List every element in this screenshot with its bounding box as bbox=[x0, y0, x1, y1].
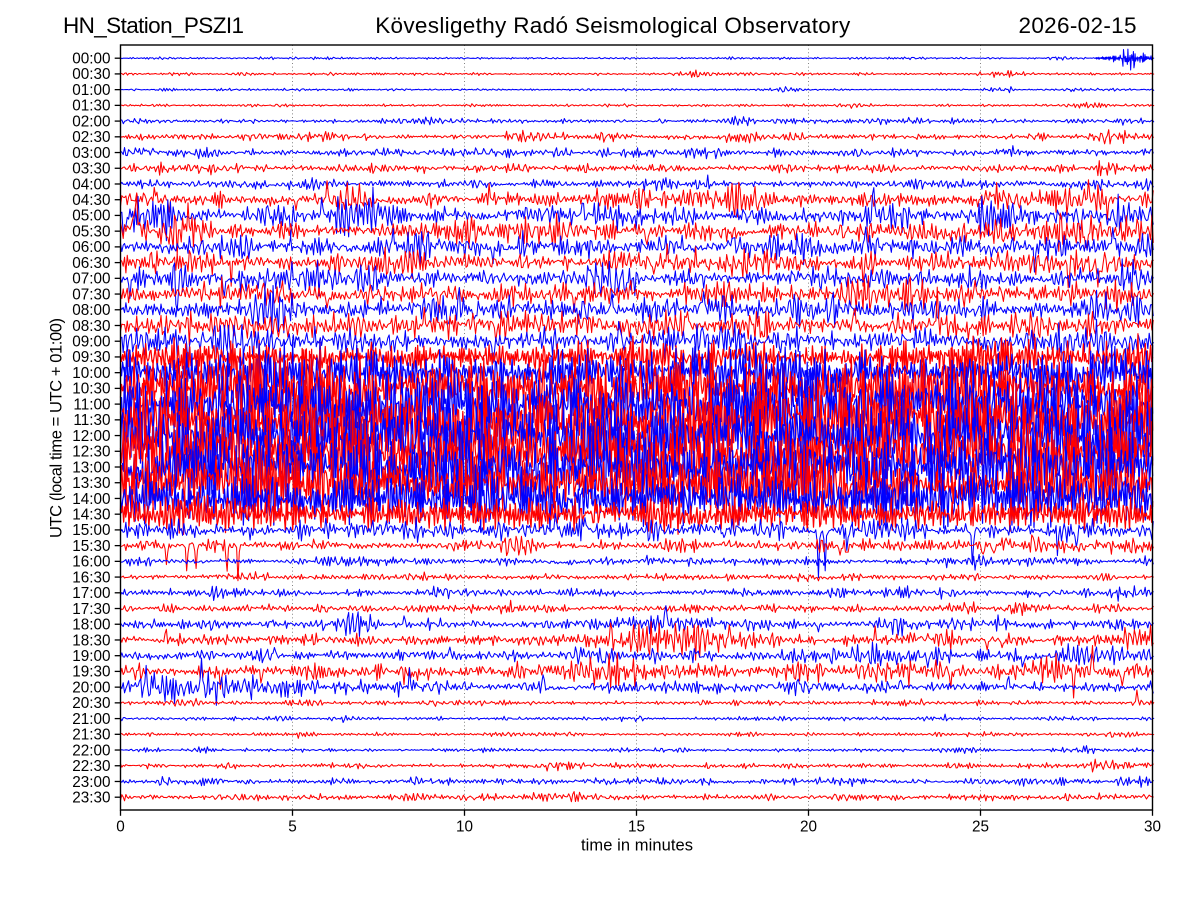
svg-text:05:00: 05:00 bbox=[72, 208, 110, 225]
svg-text:11:00: 11:00 bbox=[73, 396, 110, 413]
svg-text:0: 0 bbox=[116, 819, 125, 836]
svg-text:15:30: 15:30 bbox=[72, 538, 110, 555]
svg-text:21:30: 21:30 bbox=[72, 727, 110, 744]
svg-text:13:00: 13:00 bbox=[72, 459, 110, 476]
svg-text:UTC (local time = UTC + 01:00): UTC (local time = UTC + 01:00) bbox=[48, 318, 66, 538]
svg-text:01:00: 01:00 bbox=[72, 82, 110, 99]
svg-text:30: 30 bbox=[1144, 819, 1161, 836]
svg-text:00:00: 00:00 bbox=[72, 51, 110, 68]
svg-text:10:30: 10:30 bbox=[72, 381, 110, 398]
svg-text:16:00: 16:00 bbox=[72, 554, 110, 571]
svg-text:00:30: 00:30 bbox=[72, 66, 110, 83]
svg-text:09:00: 09:00 bbox=[72, 334, 110, 351]
svg-text:14:00: 14:00 bbox=[72, 491, 110, 508]
svg-text:23:30: 23:30 bbox=[72, 790, 110, 807]
svg-text:15:00: 15:00 bbox=[72, 522, 110, 539]
svg-text:20:30: 20:30 bbox=[72, 695, 110, 712]
svg-text:15: 15 bbox=[628, 819, 645, 836]
svg-text:time in minutes: time in minutes bbox=[581, 837, 693, 855]
svg-text:5: 5 bbox=[288, 819, 297, 836]
svg-text:20: 20 bbox=[800, 819, 817, 836]
svg-text:Kövesligethy Radó Seismologica: Kövesligethy Radó Seismological Observat… bbox=[375, 13, 851, 38]
svg-text:04:30: 04:30 bbox=[72, 192, 110, 209]
svg-text:19:00: 19:00 bbox=[72, 648, 110, 665]
svg-text:16:30: 16:30 bbox=[72, 569, 110, 586]
svg-text:13:30: 13:30 bbox=[72, 475, 110, 492]
svg-text:18:00: 18:00 bbox=[72, 617, 110, 634]
svg-text:25: 25 bbox=[972, 819, 989, 836]
svg-text:18:30: 18:30 bbox=[72, 632, 110, 649]
svg-text:07:00: 07:00 bbox=[72, 271, 110, 288]
svg-text:02:00: 02:00 bbox=[72, 113, 110, 130]
svg-text:06:00: 06:00 bbox=[72, 239, 110, 256]
svg-text:22:00: 22:00 bbox=[72, 742, 110, 759]
svg-text:22:30: 22:30 bbox=[72, 758, 110, 775]
svg-text:04:00: 04:00 bbox=[72, 176, 110, 193]
svg-text:2026-02-15: 2026-02-15 bbox=[1019, 13, 1137, 38]
svg-text:21:00: 21:00 bbox=[72, 711, 110, 728]
svg-text:10: 10 bbox=[456, 819, 473, 836]
svg-text:03:30: 03:30 bbox=[72, 161, 110, 178]
svg-text:01:30: 01:30 bbox=[72, 98, 110, 115]
svg-text:02:30: 02:30 bbox=[72, 129, 110, 146]
svg-text:12:00: 12:00 bbox=[72, 428, 110, 445]
svg-text:17:30: 17:30 bbox=[72, 601, 110, 618]
svg-text:10:00: 10:00 bbox=[72, 365, 110, 382]
svg-text:06:30: 06:30 bbox=[72, 255, 110, 272]
svg-text:20:00: 20:00 bbox=[72, 679, 110, 696]
svg-text:23:00: 23:00 bbox=[72, 774, 110, 791]
svg-text:12:30: 12:30 bbox=[72, 444, 110, 461]
svg-text:07:30: 07:30 bbox=[72, 286, 110, 303]
svg-text:05:30: 05:30 bbox=[72, 223, 110, 240]
svg-text:19:30: 19:30 bbox=[72, 664, 110, 681]
svg-text:08:30: 08:30 bbox=[72, 318, 110, 335]
svg-text:17:00: 17:00 bbox=[72, 585, 110, 602]
svg-text:11:30: 11:30 bbox=[73, 412, 110, 429]
svg-text:HN_Station_PSZI1: HN_Station_PSZI1 bbox=[63, 13, 244, 38]
svg-text:08:00: 08:00 bbox=[72, 302, 110, 319]
svg-text:09:30: 09:30 bbox=[72, 349, 110, 366]
svg-text:14:30: 14:30 bbox=[72, 506, 110, 523]
svg-text:03:00: 03:00 bbox=[72, 145, 110, 162]
